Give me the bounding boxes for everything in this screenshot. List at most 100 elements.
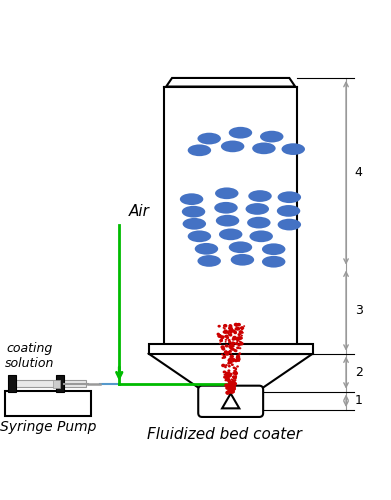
Ellipse shape (229, 392, 232, 394)
Ellipse shape (229, 127, 252, 138)
Ellipse shape (227, 354, 230, 356)
Ellipse shape (239, 347, 241, 350)
Ellipse shape (229, 324, 232, 326)
Ellipse shape (233, 366, 235, 369)
Ellipse shape (233, 390, 235, 392)
Ellipse shape (232, 360, 235, 362)
Ellipse shape (229, 344, 232, 345)
Ellipse shape (228, 370, 230, 372)
Ellipse shape (236, 338, 240, 341)
Polygon shape (227, 386, 235, 394)
Ellipse shape (240, 334, 243, 336)
Ellipse shape (228, 380, 231, 382)
Ellipse shape (228, 390, 230, 392)
Ellipse shape (228, 389, 231, 391)
Ellipse shape (221, 357, 224, 359)
Ellipse shape (230, 354, 234, 358)
Ellipse shape (221, 140, 244, 152)
Ellipse shape (232, 385, 235, 387)
Ellipse shape (232, 388, 234, 390)
Ellipse shape (225, 352, 229, 356)
Ellipse shape (225, 339, 227, 341)
Ellipse shape (223, 348, 225, 350)
Ellipse shape (231, 358, 235, 361)
Ellipse shape (227, 378, 230, 380)
Ellipse shape (223, 355, 226, 358)
Ellipse shape (231, 254, 254, 266)
Bar (56, 375, 65, 392)
Ellipse shape (236, 366, 239, 368)
Ellipse shape (236, 323, 239, 326)
Ellipse shape (233, 384, 236, 386)
Ellipse shape (221, 364, 225, 368)
Ellipse shape (233, 358, 235, 361)
Ellipse shape (262, 256, 285, 268)
Ellipse shape (228, 388, 231, 390)
Ellipse shape (223, 376, 227, 379)
Ellipse shape (282, 144, 305, 155)
Ellipse shape (225, 372, 230, 376)
Ellipse shape (235, 327, 239, 330)
Ellipse shape (238, 359, 240, 362)
Ellipse shape (260, 130, 283, 142)
Ellipse shape (235, 337, 238, 340)
Ellipse shape (226, 386, 228, 388)
Ellipse shape (183, 218, 206, 230)
Ellipse shape (233, 337, 237, 340)
Ellipse shape (237, 344, 241, 346)
Ellipse shape (247, 217, 271, 228)
Ellipse shape (226, 378, 230, 382)
Ellipse shape (224, 350, 228, 354)
Ellipse shape (230, 382, 233, 385)
Ellipse shape (230, 352, 232, 354)
Ellipse shape (224, 334, 229, 338)
Ellipse shape (241, 332, 244, 334)
Ellipse shape (229, 382, 233, 386)
Ellipse shape (235, 324, 238, 327)
Ellipse shape (221, 354, 223, 356)
Ellipse shape (188, 144, 211, 156)
Ellipse shape (228, 380, 230, 382)
Ellipse shape (226, 386, 229, 389)
Ellipse shape (223, 324, 228, 328)
Ellipse shape (228, 358, 232, 360)
Ellipse shape (227, 362, 231, 364)
Ellipse shape (238, 360, 240, 362)
Ellipse shape (237, 359, 239, 361)
Polygon shape (166, 78, 295, 86)
Ellipse shape (248, 190, 272, 202)
Ellipse shape (236, 327, 240, 330)
Ellipse shape (236, 356, 240, 360)
Ellipse shape (229, 334, 232, 336)
Ellipse shape (234, 368, 237, 370)
Ellipse shape (224, 330, 228, 332)
Ellipse shape (278, 192, 301, 203)
Ellipse shape (228, 352, 230, 354)
Ellipse shape (197, 255, 221, 267)
Ellipse shape (217, 332, 220, 336)
Ellipse shape (232, 386, 236, 390)
Ellipse shape (239, 336, 243, 340)
Ellipse shape (238, 338, 240, 340)
Ellipse shape (229, 350, 232, 352)
Ellipse shape (233, 384, 237, 386)
Text: 4: 4 (355, 166, 362, 179)
Ellipse shape (235, 342, 239, 345)
Ellipse shape (224, 380, 227, 382)
Ellipse shape (237, 336, 240, 340)
Ellipse shape (225, 374, 229, 377)
Ellipse shape (188, 230, 211, 242)
Ellipse shape (228, 380, 231, 383)
Ellipse shape (231, 364, 234, 366)
Ellipse shape (227, 375, 230, 378)
Ellipse shape (229, 346, 233, 350)
Ellipse shape (224, 366, 227, 368)
Ellipse shape (235, 358, 239, 362)
Ellipse shape (229, 242, 252, 253)
Ellipse shape (221, 345, 225, 349)
Ellipse shape (230, 390, 234, 394)
Ellipse shape (234, 379, 237, 381)
Ellipse shape (231, 382, 236, 386)
Ellipse shape (217, 325, 221, 328)
Ellipse shape (233, 383, 235, 385)
